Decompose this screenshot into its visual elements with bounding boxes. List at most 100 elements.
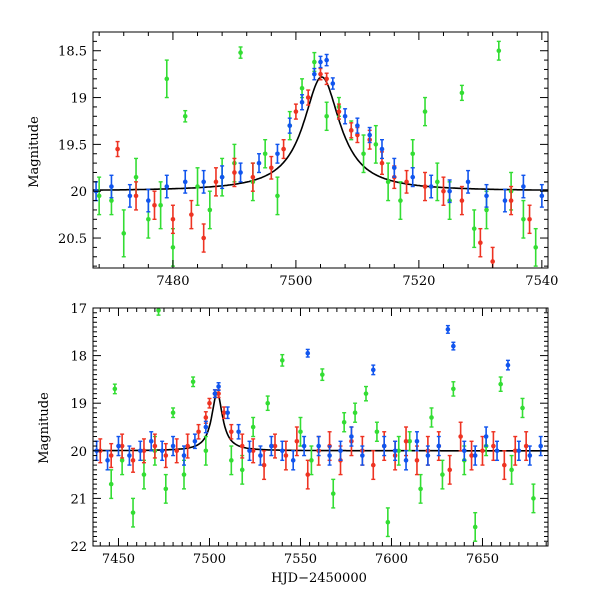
data-point bbox=[459, 185, 465, 216]
data-point bbox=[422, 96, 428, 127]
data-point bbox=[480, 435, 485, 466]
data-point bbox=[262, 138, 268, 169]
data-point bbox=[318, 67, 323, 81]
data-point bbox=[115, 140, 120, 158]
data-point bbox=[279, 353, 285, 367]
full-panel: 7450 7500 7550 7600 7650 17 18 19 20 21 22 bbox=[70, 302, 549, 567]
full-ytick-label: 18 bbox=[70, 350, 87, 365]
data-point bbox=[182, 109, 188, 123]
data-point bbox=[498, 376, 503, 392]
data-point bbox=[502, 188, 508, 213]
data-point bbox=[275, 143, 280, 164]
data-point bbox=[163, 442, 169, 469]
data-point bbox=[410, 138, 416, 169]
data-point bbox=[373, 124, 379, 164]
data-point bbox=[472, 445, 478, 466]
data-point bbox=[349, 426, 354, 447]
zoom-plot-area bbox=[93, 40, 548, 268]
data-point bbox=[170, 407, 176, 419]
data-point bbox=[484, 183, 489, 208]
data-point bbox=[361, 134, 366, 174]
data-point bbox=[299, 94, 305, 111]
data-point bbox=[312, 67, 317, 81]
full-xtick-label: 7650 bbox=[466, 552, 499, 567]
data-point bbox=[236, 423, 241, 440]
data-point bbox=[385, 162, 391, 202]
data-point bbox=[531, 483, 536, 514]
data-point bbox=[538, 435, 544, 457]
data-point bbox=[403, 450, 409, 471]
data-point bbox=[447, 454, 453, 485]
full-xtick-label: 7600 bbox=[375, 552, 408, 567]
data-point bbox=[216, 382, 221, 392]
data-point bbox=[512, 435, 518, 466]
data-point bbox=[185, 433, 190, 459]
data-point bbox=[496, 40, 502, 61]
full-series-blue bbox=[94, 324, 544, 471]
data-point bbox=[232, 157, 237, 188]
data-point bbox=[441, 176, 446, 206]
data-point bbox=[164, 174, 170, 199]
data-point bbox=[213, 167, 219, 197]
data-point bbox=[469, 440, 474, 471]
full-ytick-label: 22 bbox=[70, 540, 87, 555]
full-ytick-label: 19 bbox=[70, 397, 87, 412]
data-point bbox=[138, 440, 143, 462]
data-point bbox=[212, 389, 218, 399]
data-point bbox=[370, 364, 376, 376]
data-point bbox=[261, 450, 267, 481]
data-point bbox=[272, 433, 278, 459]
data-point bbox=[201, 223, 206, 253]
full-xtick-label: 7450 bbox=[102, 552, 135, 567]
data-point bbox=[461, 440, 467, 462]
data-point bbox=[422, 171, 428, 202]
data-point bbox=[451, 341, 456, 351]
data-point bbox=[203, 435, 209, 466]
data-point bbox=[491, 431, 496, 462]
data-point bbox=[152, 190, 157, 221]
zoom-panel: 7480 7500 7520 7540 18.5 19 19.5 20 20.5 bbox=[58, 31, 558, 289]
full-ytick-label: 17 bbox=[70, 302, 87, 317]
data-point bbox=[355, 117, 360, 134]
data-point bbox=[407, 431, 412, 452]
data-point bbox=[109, 174, 114, 199]
data-point bbox=[392, 440, 398, 462]
data-point bbox=[435, 162, 440, 202]
data-point bbox=[250, 416, 256, 438]
data-point bbox=[130, 497, 136, 528]
data-point bbox=[146, 188, 151, 213]
data-point bbox=[127, 445, 132, 466]
data-point bbox=[290, 450, 296, 471]
data-point bbox=[527, 445, 533, 466]
data-point bbox=[229, 445, 234, 476]
data-point bbox=[229, 423, 234, 440]
data-point bbox=[502, 450, 507, 481]
data-point bbox=[330, 478, 336, 509]
data-point bbox=[275, 176, 280, 216]
data-point bbox=[508, 185, 514, 216]
data-point bbox=[156, 308, 161, 316]
data-point bbox=[324, 101, 329, 132]
data-point bbox=[130, 447, 136, 473]
data-point bbox=[309, 445, 314, 476]
data-point bbox=[195, 167, 200, 206]
data-point bbox=[336, 103, 342, 120]
data-point bbox=[181, 445, 187, 466]
data-point bbox=[108, 442, 114, 469]
full-model-curve bbox=[93, 391, 548, 452]
zoom-series-green bbox=[96, 40, 539, 267]
data-point bbox=[516, 440, 522, 462]
data-point bbox=[283, 440, 289, 471]
full-series-green bbox=[108, 308, 536, 542]
data-point bbox=[170, 435, 176, 457]
data-point bbox=[330, 77, 336, 90]
data-point bbox=[367, 126, 372, 144]
data-point bbox=[451, 381, 456, 397]
data-point bbox=[318, 55, 323, 69]
data-point bbox=[381, 435, 387, 457]
data-point bbox=[219, 165, 225, 190]
data-point bbox=[374, 421, 380, 442]
data-point bbox=[410, 167, 416, 188]
data-point bbox=[265, 395, 271, 412]
